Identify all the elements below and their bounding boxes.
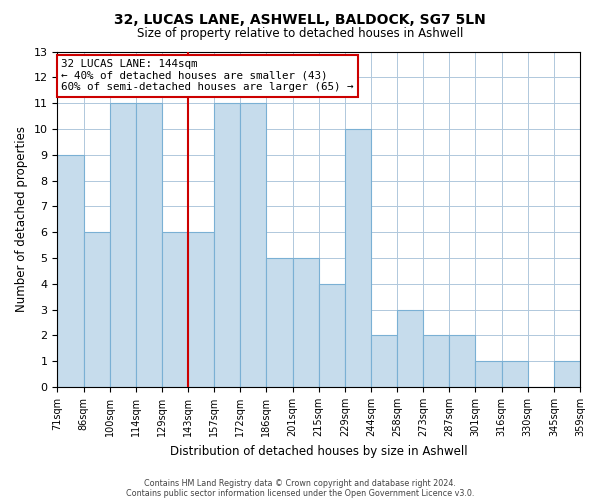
Bar <box>136 103 162 387</box>
Bar <box>241 103 266 387</box>
Text: Size of property relative to detached houses in Ashwell: Size of property relative to detached ho… <box>137 28 463 40</box>
Bar <box>162 232 188 387</box>
Bar <box>371 336 397 387</box>
Bar <box>475 362 502 387</box>
Bar <box>554 362 580 387</box>
Bar <box>319 284 345 387</box>
Bar <box>266 258 293 387</box>
Bar <box>423 336 449 387</box>
Bar <box>110 103 136 387</box>
Bar <box>449 336 475 387</box>
Text: 32, LUCAS LANE, ASHWELL, BALDOCK, SG7 5LN: 32, LUCAS LANE, ASHWELL, BALDOCK, SG7 5L… <box>114 12 486 26</box>
Bar <box>502 362 528 387</box>
Bar <box>58 155 83 387</box>
Bar <box>214 103 241 387</box>
Bar <box>293 258 319 387</box>
Bar <box>345 129 371 387</box>
Text: Contains HM Land Registry data © Crown copyright and database right 2024.: Contains HM Land Registry data © Crown c… <box>144 478 456 488</box>
Text: Contains public sector information licensed under the Open Government Licence v3: Contains public sector information licen… <box>126 488 474 498</box>
X-axis label: Distribution of detached houses by size in Ashwell: Distribution of detached houses by size … <box>170 444 467 458</box>
Bar <box>397 310 423 387</box>
Bar <box>188 232 214 387</box>
Y-axis label: Number of detached properties: Number of detached properties <box>15 126 28 312</box>
Bar <box>83 232 110 387</box>
Text: 32 LUCAS LANE: 144sqm
← 40% of detached houses are smaller (43)
60% of semi-deta: 32 LUCAS LANE: 144sqm ← 40% of detached … <box>61 59 354 92</box>
